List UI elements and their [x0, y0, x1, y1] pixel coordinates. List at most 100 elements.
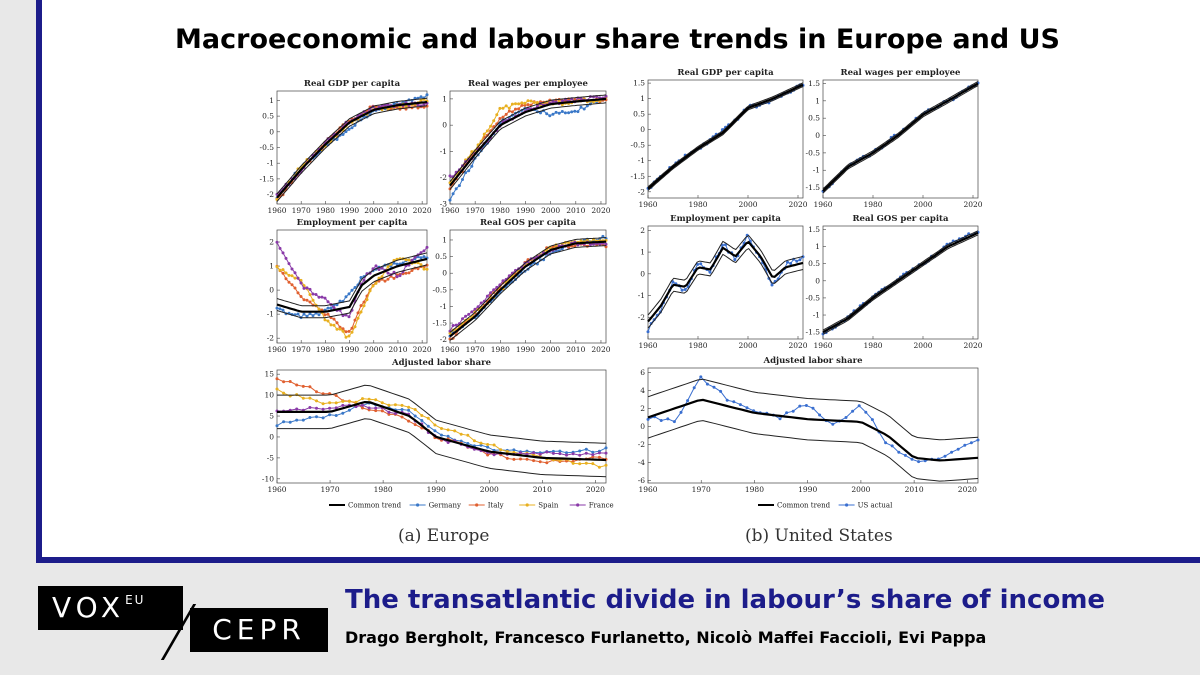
series-point — [498, 117, 502, 120]
series-point — [315, 415, 318, 419]
series-point — [326, 306, 330, 310]
series-point — [293, 286, 297, 290]
series-point — [507, 106, 511, 110]
series-point — [422, 249, 426, 253]
series-point — [278, 268, 282, 272]
series-point — [328, 401, 332, 405]
y-tick-label: -1 — [638, 156, 645, 165]
y-tick-label: 5 — [269, 412, 274, 421]
x-tick-label: 1980 — [688, 200, 707, 209]
series-point — [347, 292, 351, 296]
series-point — [504, 104, 508, 108]
series-point — [317, 313, 321, 317]
x-tick-label: 1960 — [267, 345, 286, 354]
trend-band-upper — [276, 252, 428, 307]
y-tick-label: 0 — [442, 269, 447, 278]
series-point — [520, 103, 524, 107]
series-point — [545, 450, 549, 454]
series-point — [389, 264, 393, 268]
y-tick-label: 0 — [442, 121, 447, 130]
series-line — [276, 102, 428, 195]
series-point — [387, 412, 391, 416]
trend-band-lower — [822, 234, 979, 335]
y-tick-label: 1 — [269, 262, 274, 271]
x-tick-label: 1980 — [745, 485, 764, 494]
series-point — [425, 267, 429, 271]
y-tick-label: -1 — [440, 147, 447, 156]
y-tick-label: -0.5 — [260, 143, 275, 152]
y-tick-label: 0.5 — [262, 112, 274, 121]
x-tick-label: 1970 — [692, 485, 711, 494]
series-point — [659, 419, 663, 422]
series-point — [354, 400, 358, 404]
series-point — [308, 287, 312, 291]
series-point — [299, 295, 303, 298]
y-tick-label: -0.5 — [433, 285, 448, 294]
chart-title: Real GOS per capita — [852, 214, 948, 224]
common-trend-line — [449, 97, 607, 187]
series-point — [440, 427, 443, 430]
series-point — [789, 262, 793, 265]
caption-europe: (a) Europe — [398, 526, 490, 546]
y-tick-label: 4 — [640, 386, 645, 395]
y-tick-label: -1.5 — [806, 328, 821, 337]
series-point — [400, 415, 404, 419]
series-point — [844, 416, 848, 419]
series-point — [525, 457, 529, 461]
chart-title: Employment per capita — [670, 214, 781, 224]
series-point — [387, 410, 391, 414]
trend-band-upper — [647, 82, 804, 188]
series-point — [361, 397, 364, 401]
series-point — [344, 130, 348, 134]
series-point — [380, 401, 384, 405]
series-point — [571, 461, 575, 465]
series-point — [454, 187, 458, 191]
y-tick-label: 1.5 — [633, 79, 645, 88]
series-point — [275, 387, 279, 391]
y-tick-label: -0.5 — [631, 141, 646, 150]
x-tick-label: 2020 — [413, 206, 432, 215]
y-tick-label: 1 — [815, 242, 820, 251]
series-point — [353, 318, 357, 322]
series-point — [551, 100, 555, 103]
legend-label: France — [589, 502, 614, 510]
series-point — [532, 459, 536, 463]
series-point — [464, 314, 468, 318]
series-point — [454, 323, 458, 327]
chart-legend: Common trend Germany Italy Spain France — [329, 502, 614, 510]
series-point — [400, 408, 404, 411]
series-point — [407, 405, 411, 409]
series-point — [301, 384, 305, 388]
plot-frame — [647, 225, 804, 340]
series-point — [446, 434, 450, 438]
series-point — [461, 317, 464, 321]
series-point — [504, 112, 508, 116]
series-point — [591, 453, 595, 457]
series-point — [413, 414, 417, 418]
series-point — [367, 406, 371, 410]
y-tick-label: -1 — [440, 302, 447, 311]
series-italy — [448, 241, 608, 341]
series-point — [404, 104, 408, 108]
series-point — [733, 258, 737, 262]
plot-frame — [647, 79, 804, 199]
series-point — [281, 251, 285, 255]
series-point — [498, 106, 502, 110]
series-point — [565, 451, 568, 455]
series-point — [451, 192, 455, 196]
chart-eu-gos: Real GOS per capita 1960 1970 1980 1990 2000 2… — [433, 218, 611, 354]
series-germany — [275, 255, 429, 320]
series-point — [284, 271, 288, 275]
voxeu-cepr-logo[interactable]: VOXEU CEPR — [38, 586, 328, 660]
chart-title: Real GDP per capita — [677, 68, 774, 78]
series-point — [296, 276, 300, 280]
x-tick-label: 1960 — [440, 206, 459, 215]
series-point — [315, 399, 318, 403]
y-tick-label: 1.5 — [808, 79, 820, 88]
plot-frame — [449, 90, 607, 205]
series-point — [560, 110, 564, 113]
x-tick-label: 2000 — [541, 345, 560, 354]
y-tick-label: -2 — [440, 173, 448, 182]
series-point — [440, 433, 443, 437]
article-title[interactable]: The transatlantic divide in labour’s sha… — [345, 585, 1106, 615]
